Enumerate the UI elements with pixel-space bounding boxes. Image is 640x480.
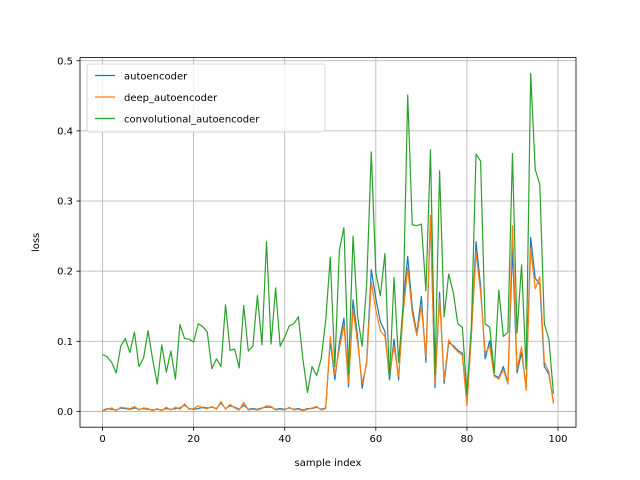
legend-label: convolutional_autoencoder — [124, 115, 260, 126]
legend-label: autoencoder — [124, 72, 188, 83]
y-tick-label: 0.4 — [57, 126, 73, 137]
legend: autoencoder deep_autoencoder convolutional… — [86, 63, 326, 133]
x-tick-label: 0 — [99, 434, 105, 445]
x-axis-label: sample index — [295, 458, 362, 469]
ticks: 0 20 40 60 80 100 0.0 0.1 0.2 0.3 0.4 0.5 — [57, 56, 567, 445]
plot-frame — [79, 57, 577, 428]
x-tick-label: 20 — [187, 434, 200, 445]
series-line-convolutional-autoencoder — [102, 72, 555, 395]
y-axis-label: loss — [31, 233, 42, 252]
grid — [80, 57, 576, 428]
y-tick-label: 0.5 — [57, 56, 73, 67]
series-line-deep-autoencoder — [102, 216, 555, 412]
y-tick-label: 0.3 — [57, 197, 73, 208]
x-tick-label: 80 — [461, 434, 474, 445]
y-tick-label: 0.2 — [57, 267, 73, 278]
x-tick-label: 40 — [278, 434, 291, 445]
legend-box — [86, 63, 326, 133]
x-tick-label: 60 — [369, 434, 382, 445]
y-tick-label: 0.0 — [57, 407, 73, 418]
y-tick-label: 0.1 — [57, 337, 73, 348]
series-lines — [102, 72, 555, 412]
legend-label: deep_autoencoder — [124, 93, 218, 104]
x-tick-label: 100 — [548, 434, 567, 445]
